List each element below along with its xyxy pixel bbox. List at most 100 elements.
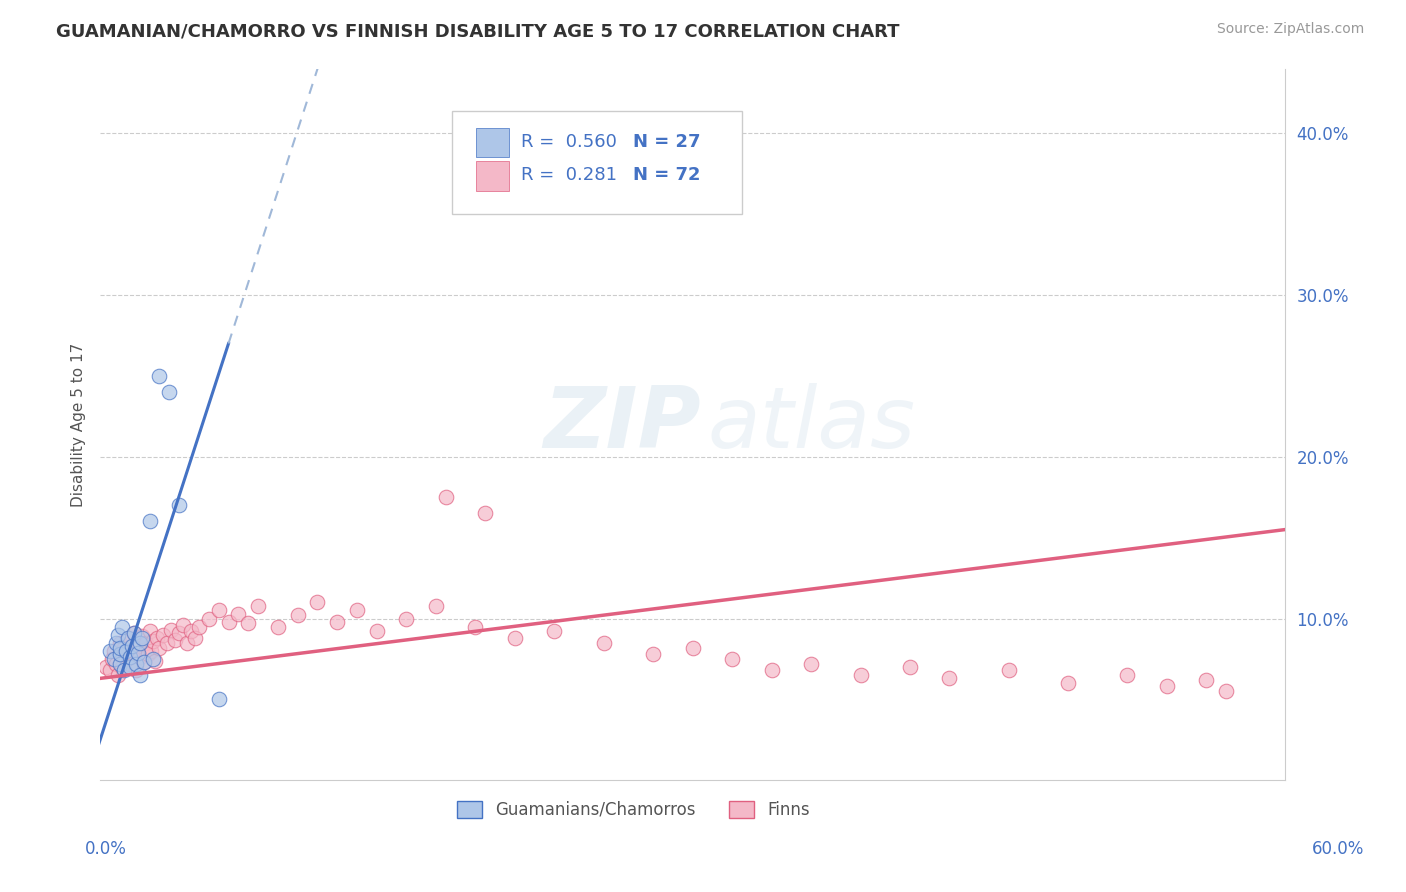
Point: [146, 631, 169, 645]
Point: [121, 646, 143, 660]
Point: [366, 624, 388, 639]
Point: [180, 624, 202, 639]
Point: [1057, 676, 1080, 690]
Point: [112, 640, 135, 655]
Point: [125, 663, 148, 677]
Point: [145, 654, 167, 668]
FancyBboxPatch shape: [453, 112, 742, 214]
Point: [108, 647, 131, 661]
Point: [117, 631, 139, 645]
Point: [395, 611, 418, 625]
Point: [643, 647, 665, 661]
Point: [156, 636, 179, 650]
Point: [94, 660, 117, 674]
Point: [128, 668, 150, 682]
Point: [107, 668, 129, 682]
Point: [197, 611, 219, 625]
Point: [165, 632, 187, 647]
Point: [142, 652, 165, 666]
Point: [157, 385, 180, 400]
Point: [761, 663, 783, 677]
Point: [136, 647, 159, 661]
Text: N = 72: N = 72: [634, 166, 702, 185]
Point: [307, 595, 329, 609]
Point: [138, 515, 160, 529]
Point: [118, 650, 141, 665]
Point: [167, 498, 190, 512]
Point: [132, 655, 155, 669]
Point: [111, 619, 134, 633]
Point: [98, 663, 121, 677]
Point: [142, 634, 165, 648]
Point: [425, 599, 447, 613]
Point: [131, 629, 153, 643]
Point: [114, 644, 136, 658]
Point: [108, 657, 131, 671]
Point: [127, 639, 149, 653]
Point: [176, 636, 198, 650]
Text: R =  0.281: R = 0.281: [520, 166, 617, 185]
Point: [849, 668, 872, 682]
Point: [997, 663, 1019, 677]
Point: [326, 615, 349, 629]
Text: 0.0%: 0.0%: [84, 840, 127, 858]
Point: [184, 631, 207, 645]
Point: [104, 657, 127, 671]
Text: Source: ZipAtlas.com: Source: ZipAtlas.com: [1216, 22, 1364, 37]
Point: [721, 652, 744, 666]
Point: [238, 616, 260, 631]
Point: [107, 628, 129, 642]
Point: [172, 618, 194, 632]
Point: [148, 368, 170, 383]
Point: [131, 631, 153, 645]
Point: [98, 644, 121, 658]
Point: [114, 652, 136, 666]
Point: [148, 640, 170, 655]
Point: [503, 631, 526, 645]
Bar: [475, 161, 509, 191]
Point: [187, 619, 209, 633]
Point: [346, 603, 368, 617]
Point: [938, 672, 960, 686]
Point: [112, 663, 135, 677]
Point: [127, 646, 149, 660]
Point: [1215, 684, 1237, 698]
Bar: [475, 128, 509, 158]
Point: [208, 692, 231, 706]
Point: [128, 650, 150, 665]
Point: [208, 603, 231, 617]
Point: [287, 608, 309, 623]
Point: [160, 623, 183, 637]
Point: [167, 626, 190, 640]
Point: [682, 640, 704, 655]
Legend: Guamanians/Chamorros, Finns: Guamanians/Chamorros, Finns: [450, 794, 817, 825]
Point: [141, 644, 163, 658]
Point: [128, 636, 150, 650]
Point: [118, 657, 141, 671]
Point: [592, 636, 614, 650]
Point: [1195, 673, 1218, 687]
Point: [800, 657, 823, 671]
Point: [543, 624, 565, 639]
Point: [108, 647, 131, 661]
Point: [1156, 680, 1178, 694]
Point: [104, 636, 127, 650]
Point: [464, 619, 486, 633]
Text: N = 27: N = 27: [634, 133, 702, 151]
Point: [122, 626, 145, 640]
Text: atlas: atlas: [707, 383, 915, 466]
Point: [474, 507, 496, 521]
Point: [108, 640, 131, 655]
Point: [118, 660, 141, 674]
Point: [111, 660, 134, 674]
Point: [121, 639, 143, 653]
Point: [152, 628, 174, 642]
Text: 60.0%: 60.0%: [1312, 840, 1365, 858]
Point: [135, 636, 157, 650]
Y-axis label: Disability Age 5 to 17: Disability Age 5 to 17: [72, 343, 86, 507]
Point: [228, 607, 250, 621]
Point: [218, 615, 240, 629]
Point: [267, 619, 290, 633]
Point: [103, 644, 125, 658]
Point: [434, 490, 457, 504]
